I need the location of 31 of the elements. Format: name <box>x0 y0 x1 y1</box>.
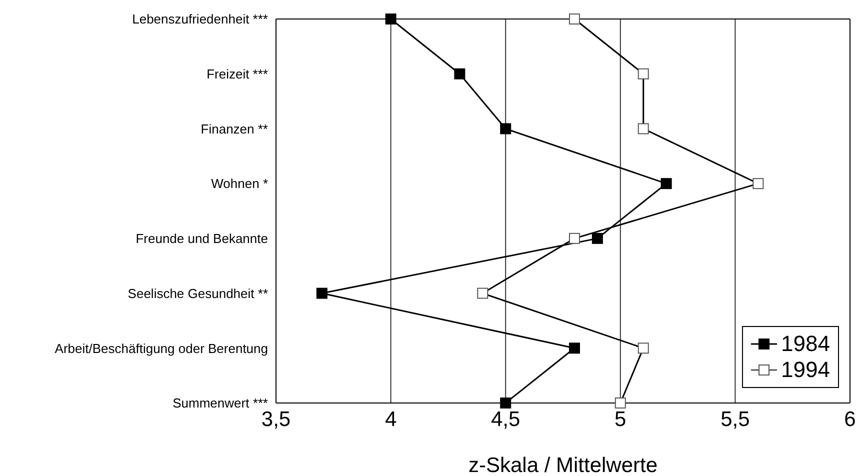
y-tick-label: Freunde und Bekannte <box>136 231 268 246</box>
x-tick-label: 5,5 <box>720 408 750 431</box>
point <box>568 232 580 244</box>
legend-label: 1984 <box>781 331 830 357</box>
point <box>752 178 764 190</box>
point <box>454 68 466 80</box>
x-tick-label: 5 <box>614 408 626 431</box>
point <box>568 14 580 24</box>
point <box>638 342 649 354</box>
point <box>568 342 580 354</box>
y-tick-label: Arbeit/Beschäftigung oder Berentung <box>54 340 268 356</box>
point <box>592 232 603 244</box>
point <box>500 398 512 408</box>
point <box>316 288 328 299</box>
y-tick-label: Lebenszufriedenheit *** <box>132 12 268 27</box>
x-tick-label: 4,5 <box>491 408 520 431</box>
x-tick-label: 6 <box>844 408 856 431</box>
point <box>500 123 512 134</box>
legend-label: 1994 <box>781 357 830 383</box>
point <box>660 178 672 190</box>
y-tick-label: Wohnen * <box>211 176 268 192</box>
y-tick-label: Finanzen ** <box>200 121 268 136</box>
point <box>477 288 488 299</box>
y-tick-label: Freizeit *** <box>206 66 268 82</box>
point <box>638 68 649 80</box>
y-tick-label: Seelische Gesundheit ** <box>128 286 268 301</box>
point <box>385 14 396 24</box>
x-axis-title: z-Skala / Mittelwerte <box>468 454 658 476</box>
x-tick-label: 4 <box>384 408 397 431</box>
point <box>638 123 649 134</box>
point <box>614 398 626 408</box>
